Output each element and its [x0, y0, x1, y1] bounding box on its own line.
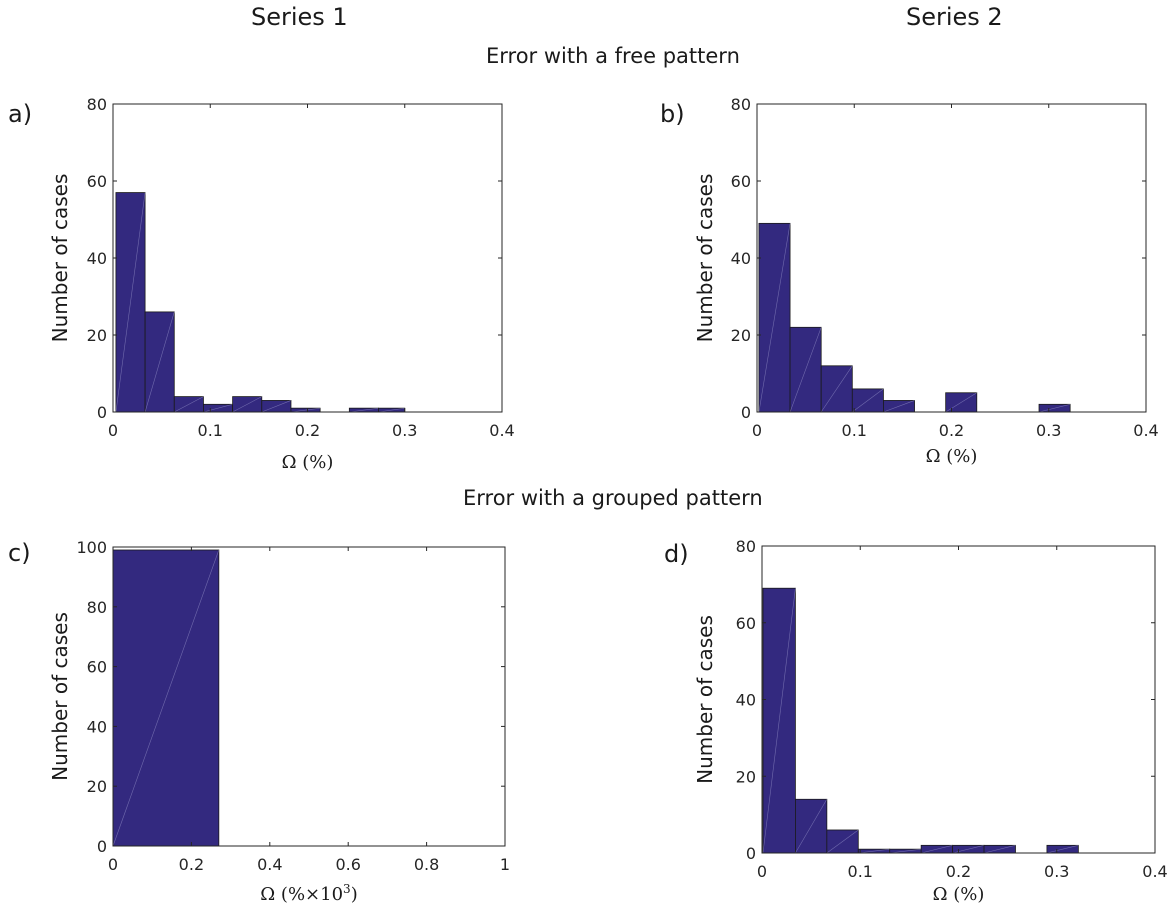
- x-tick-label: 0: [752, 421, 762, 440]
- x-tick-label: 0.3: [392, 421, 417, 440]
- y-tick-label: 80: [731, 95, 751, 114]
- bar-highlight: [290, 407, 321, 413]
- bar-highlight: [945, 392, 977, 413]
- y-tick-label: 80: [87, 598, 107, 617]
- x-tick-label: 0.4: [489, 421, 514, 440]
- y-tick-label: 20: [731, 326, 751, 345]
- panel-b: 0 0.1 0.2 0.3 0.4 0 20 40 60 80 Number of cases Ω (…: [660, 95, 1159, 467]
- bar-highlight: [378, 407, 405, 413]
- bar-highlight: [921, 845, 953, 854]
- bar-highlight: [758, 223, 791, 413]
- bar-highlight: [883, 400, 915, 413]
- y-tick-label: 0: [97, 837, 107, 856]
- bar-highlight: [795, 799, 828, 854]
- bar-highlight: [983, 845, 1016, 854]
- bar-highlight: [349, 407, 379, 413]
- series-2-header: Series 2: [906, 3, 1003, 31]
- panel-d: 0 0.1 0.2 0.3 0.4 0 20 40 60 80 Number of cases Ω (…: [664, 537, 1168, 905]
- x-tick-label: 0: [108, 855, 118, 874]
- x-tick-label: 0.2: [946, 862, 971, 881]
- bar-highlight: [261, 400, 292, 413]
- x-tick-label: 0.3: [1044, 862, 1069, 881]
- bar-highlight: [820, 365, 853, 413]
- bar-highlight: [115, 192, 146, 413]
- bar-highlight: [852, 388, 884, 413]
- y-tick-label: 40: [87, 249, 107, 268]
- y-tick-label: 100: [76, 538, 107, 557]
- bar-highlight: [889, 848, 922, 854]
- x-axis-label: Ω (%): [926, 446, 978, 467]
- panel-label: a): [8, 100, 32, 128]
- x-tick-label: 0.1: [842, 421, 867, 440]
- y-tick-label: 40: [736, 691, 756, 710]
- x-tick-label: 0.2: [295, 421, 320, 440]
- bar-highlight: [789, 327, 822, 413]
- y-tick-label: 60: [87, 172, 107, 191]
- x-tick-label: 0: [757, 862, 767, 881]
- bar-highlight: [858, 848, 890, 854]
- bar-highlight: [203, 404, 233, 413]
- axes-box: [112, 546, 506, 847]
- y-tick-label: 40: [731, 249, 751, 268]
- x-tick-label: 0.4: [1142, 862, 1167, 881]
- y-axis-label: Number of cases: [48, 612, 72, 781]
- x-axis-label: Ω (%): [282, 452, 334, 473]
- bar-highlight: [762, 588, 796, 854]
- x-tick-label: 0.8: [414, 855, 439, 874]
- bar-highlight: [174, 396, 204, 413]
- x-tick-label: 1: [500, 855, 510, 874]
- x-tick-label: 0.3: [1036, 421, 1061, 440]
- y-tick-label: 40: [87, 717, 107, 736]
- x-axis-label-exponent: 3: [343, 882, 351, 896]
- y-tick-label: 20: [87, 777, 107, 796]
- y-tick-label: 80: [87, 95, 107, 114]
- x-tick-label: 0.1: [198, 421, 223, 440]
- panel-label: d): [664, 540, 689, 568]
- y-tick-label: 0: [97, 403, 107, 422]
- y-tick-label: 20: [87, 326, 107, 345]
- y-tick-label: 80: [736, 537, 756, 556]
- bar-highlight: [826, 829, 859, 854]
- free-pattern-heading: Error with a free pattern: [486, 44, 740, 68]
- y-tick-label: 0: [741, 403, 751, 422]
- y-tick-label: 20: [736, 767, 756, 786]
- x-tick-label: 0.6: [335, 855, 360, 874]
- y-axis-label: Number of cases: [693, 174, 717, 343]
- y-tick-label: 60: [736, 614, 756, 633]
- grouped-pattern-heading: Error with a grouped pattern: [463, 486, 763, 510]
- y-axis-label: Number of cases: [48, 174, 72, 343]
- panel-c: 0 0.2 0.4 0.6 0.8 1 0 20 40 60 80 100 Number of case…: [8, 538, 510, 905]
- x-axis-label-base: Ω (%×10: [260, 884, 343, 905]
- panel-label: c): [8, 539, 31, 567]
- x-axis-label: Ω (%×103): [260, 882, 357, 905]
- bar-highlight: [232, 396, 262, 413]
- series-1-header: Series 1: [251, 3, 348, 31]
- x-axis-label: Ω (%): [933, 884, 985, 905]
- x-tick-label: 0.2: [179, 855, 204, 874]
- y-tick-label: 0: [746, 844, 756, 863]
- x-tick-label: 0.1: [848, 862, 873, 881]
- y-axis-label: Number of cases: [693, 615, 717, 784]
- y-tick-label: 60: [87, 658, 107, 677]
- bar-highlight: [1038, 404, 1071, 413]
- x-axis-label-close: ): [351, 884, 358, 905]
- bar-highlight: [144, 311, 175, 413]
- x-tick-label: 0.4: [257, 855, 282, 874]
- y-tick-label: 60: [731, 172, 751, 191]
- bar-highlight: [112, 549, 220, 847]
- panel-a: 0 0.1 0.2 0.3 0.4 0 20 40 60 80 Number of cases Ω (…: [8, 95, 515, 473]
- bar-highlight: [1046, 845, 1079, 854]
- x-tick-label: 0: [108, 421, 118, 440]
- x-tick-label: 0.2: [939, 421, 964, 440]
- panel-label: b): [660, 100, 685, 128]
- x-tick-label: 0.4: [1133, 421, 1158, 440]
- bar-highlight: [952, 845, 985, 854]
